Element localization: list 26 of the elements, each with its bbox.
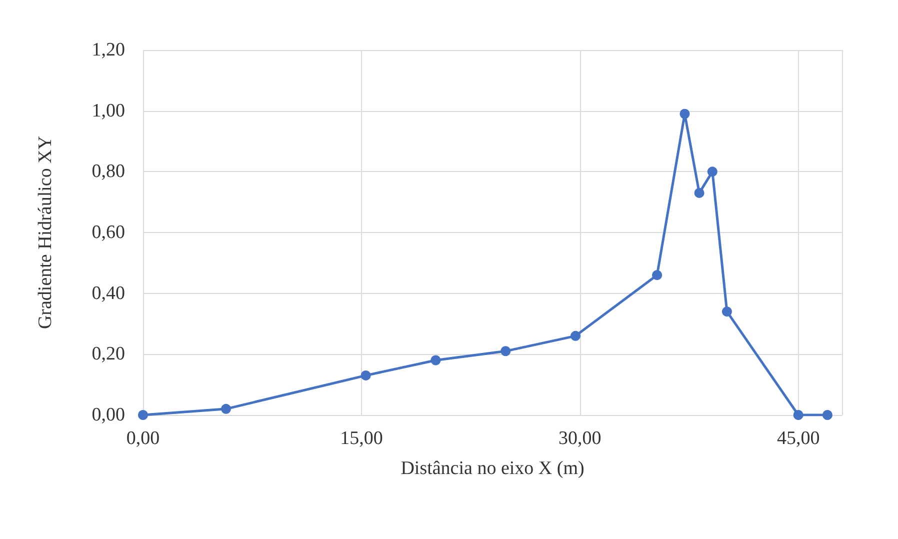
point bbox=[652, 270, 662, 280]
y-tick-label: 0,00 bbox=[92, 404, 125, 426]
point bbox=[822, 410, 832, 420]
point bbox=[707, 166, 718, 177]
y-tick-label: 0,20 bbox=[92, 344, 125, 365]
x-tick-label: 15,00 bbox=[340, 428, 383, 449]
point bbox=[360, 370, 371, 380]
y-tick-label: 0,40 bbox=[92, 282, 125, 304]
point bbox=[793, 410, 804, 420]
y-tick-label: 0,80 bbox=[92, 161, 125, 182]
point bbox=[680, 108, 690, 119]
point bbox=[221, 404, 232, 414]
y-tick-label: 0,60 bbox=[92, 222, 125, 243]
point bbox=[694, 188, 704, 198]
point bbox=[722, 306, 732, 317]
point bbox=[430, 355, 441, 366]
point bbox=[138, 410, 148, 420]
x-tick-label: 0,00 bbox=[126, 428, 160, 449]
point bbox=[570, 330, 581, 341]
point bbox=[500, 346, 511, 356]
y-axis-title: Gradiente Hidráulico XY bbox=[35, 136, 56, 330]
x-axis-title: Distância no eixo X (m) bbox=[400, 458, 584, 479]
y-tick-label: 1,00 bbox=[92, 100, 125, 122]
y-tick-label: 1,20 bbox=[92, 40, 125, 60]
x-tick-label: 30,00 bbox=[558, 428, 602, 449]
x-tick-label: 45,00 bbox=[776, 428, 820, 449]
